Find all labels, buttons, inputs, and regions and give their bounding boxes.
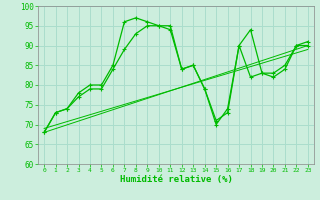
X-axis label: Humidité relative (%): Humidité relative (%) [120,175,232,184]
